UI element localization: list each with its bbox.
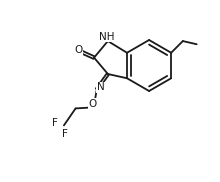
Text: O: O [75,45,83,55]
Text: F: F [52,118,58,128]
Text: NH: NH [99,32,115,42]
Text: O: O [88,98,97,108]
Text: F: F [62,129,68,139]
Text: N: N [97,82,104,92]
